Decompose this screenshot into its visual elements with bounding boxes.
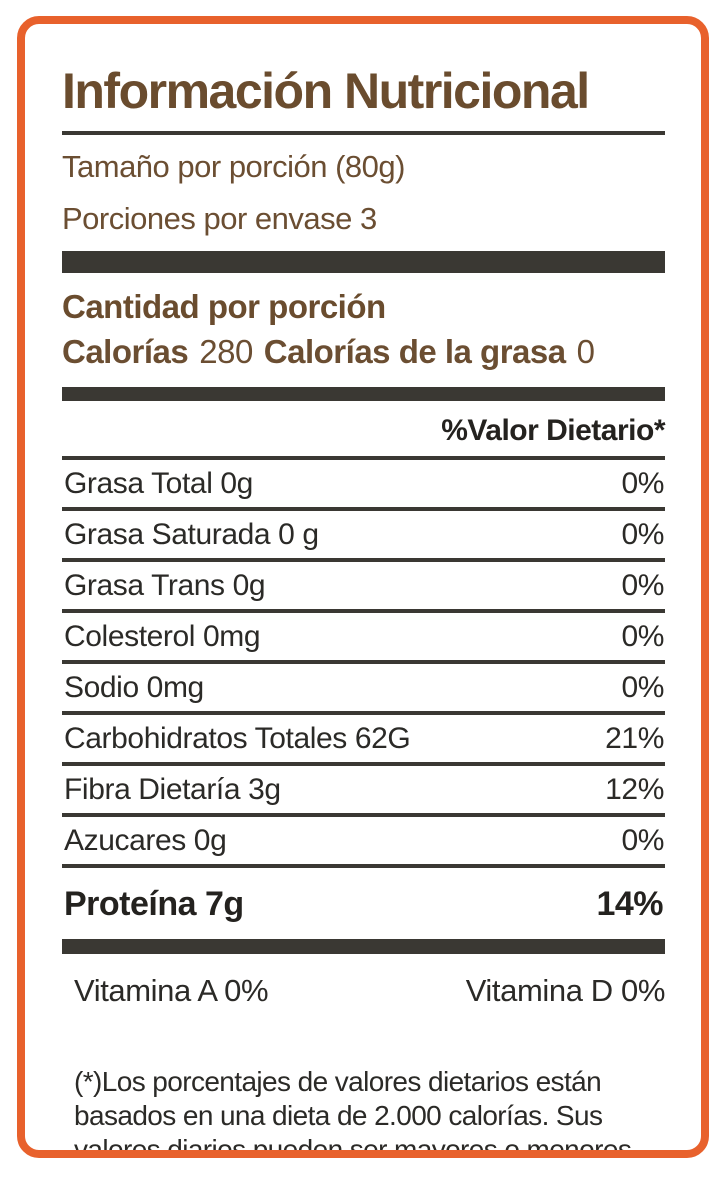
table-row: Grasa Total 0g 0%: [62, 460, 665, 511]
serving-size-line: Tamaño por porción (80g): [62, 149, 405, 184]
label-title: Información Nutricional: [62, 63, 590, 119]
vitamin-a-value: Vitamina A 0%: [74, 972, 269, 1008]
title-divider: [62, 131, 665, 135]
nutrient-name: Azucares 0g: [64, 823, 227, 857]
calories-value: 280: [199, 332, 253, 370]
nutrient-percent: 0%: [621, 517, 664, 551]
nutrient-name: Sodio 0mg: [64, 670, 204, 704]
nutrient-percent: 0%: [621, 670, 664, 704]
table-row: Azucares 0g 0%: [62, 817, 665, 868]
nutrient-table: Grasa Total 0g 0% Grasa Saturada 0 g 0% Gras…: [62, 460, 665, 868]
table-row: Fibra Dietaría 3g 12%: [62, 766, 665, 817]
amount-per-serving-heading: Cantidad por porción: [62, 287, 386, 325]
table-row: Sodio 0mg 0%: [62, 664, 665, 715]
nutrient-name: Fibra Dietaría 3g: [64, 772, 281, 806]
nutrient-percent: 0%: [621, 568, 664, 602]
vitamins-row: Vitamina A 0% Vitamina D 0%: [62, 973, 665, 1009]
calories-line: Calorías 280 Calorías de la grasa 0: [62, 333, 665, 371]
nutrient-name: Carbohidratos Totales 62G: [64, 721, 411, 755]
nutrient-name: Colesterol 0mg: [64, 619, 261, 653]
thick-divider-bar-top: [62, 250, 665, 273]
nutrient-name: Grasa Saturada 0 g: [64, 517, 319, 551]
daily-value-header: %Valor Dietario*: [62, 414, 666, 460]
thick-divider-bar-mid: [62, 386, 665, 401]
table-row: Colesterol 0mg 0%: [62, 613, 665, 664]
protein-row: Proteína 7g 14%: [62, 868, 665, 939]
thick-divider-bar-bottom: [62, 938, 665, 954]
calories-label: Calorías: [62, 332, 189, 370]
fat-calories-value: 0: [576, 332, 595, 370]
table-row: Grasa Trans 0g 0%: [62, 562, 665, 613]
servings-per-container-line: Porciones por envase 3: [62, 200, 377, 236]
nutrient-percent: 0%: [621, 823, 664, 857]
daily-value-footnote: (*)Los porcentajes de valores dietarios …: [74, 1065, 632, 1158]
fat-calories-label: Calorías de la grasa: [263, 332, 566, 370]
nutrient-name: Grasa Trans 0g: [64, 568, 266, 602]
table-row: Grasa Saturada 0 g 0%: [62, 511, 665, 562]
table-row: Carbohidratos Totales 62G 21%: [62, 715, 665, 766]
nutrient-percent: 12%: [605, 772, 664, 806]
nutrient-name: Grasa Total 0g: [64, 466, 253, 500]
nutrient-percent: 0%: [621, 619, 664, 653]
nutrient-percent: 21%: [605, 721, 664, 755]
nutrition-label: Información Nutricional Tamaño por porci…: [17, 16, 709, 1158]
protein-percent: 14%: [596, 884, 663, 923]
vitamin-d-value: Vitamina D 0%: [465, 972, 666, 1008]
protein-name: Proteína 7g: [64, 884, 244, 923]
nutrient-percent: 0%: [621, 466, 664, 500]
